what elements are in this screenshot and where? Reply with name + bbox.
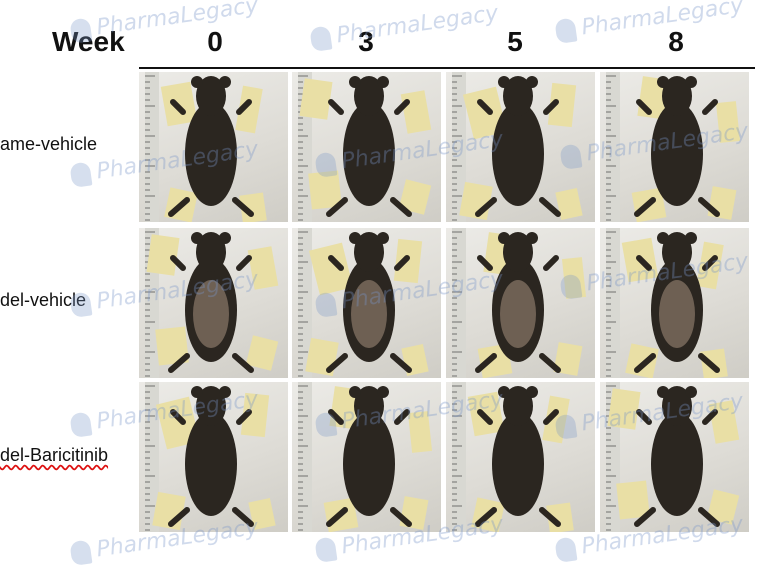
- mouse-photo: [446, 382, 595, 532]
- row-label-model-vehicle: del-vehicle: [0, 290, 87, 310]
- mouse-photo: [139, 72, 288, 222]
- row-label-vehicle: ame-vehicle: [0, 134, 98, 154]
- mouse-photo: [292, 228, 441, 378]
- week-8-label: 8: [668, 26, 684, 57]
- header-divider: [139, 67, 755, 69]
- row-label-baricitinib: del-Baricitinib: [0, 445, 109, 465]
- week-5-label: 5: [507, 26, 523, 57]
- mouse-photo: [292, 72, 441, 222]
- week-0-label: 0: [207, 26, 223, 57]
- mouse-photo: [600, 382, 749, 532]
- mouse-photo: [139, 382, 288, 532]
- mouse-photo: [446, 72, 595, 222]
- mouse-photo: [600, 72, 749, 222]
- watermark: PharmaLegacy: [309, 1, 500, 53]
- mouse-photo: [446, 228, 595, 378]
- mouse-photo: [139, 228, 288, 378]
- week-header-label: Week: [52, 26, 125, 57]
- mouse-photo: [600, 228, 749, 378]
- mouse-photo: [292, 382, 441, 532]
- week-3-label: 3: [358, 26, 374, 57]
- watermark: PharmaLegacy: [554, 0, 745, 45]
